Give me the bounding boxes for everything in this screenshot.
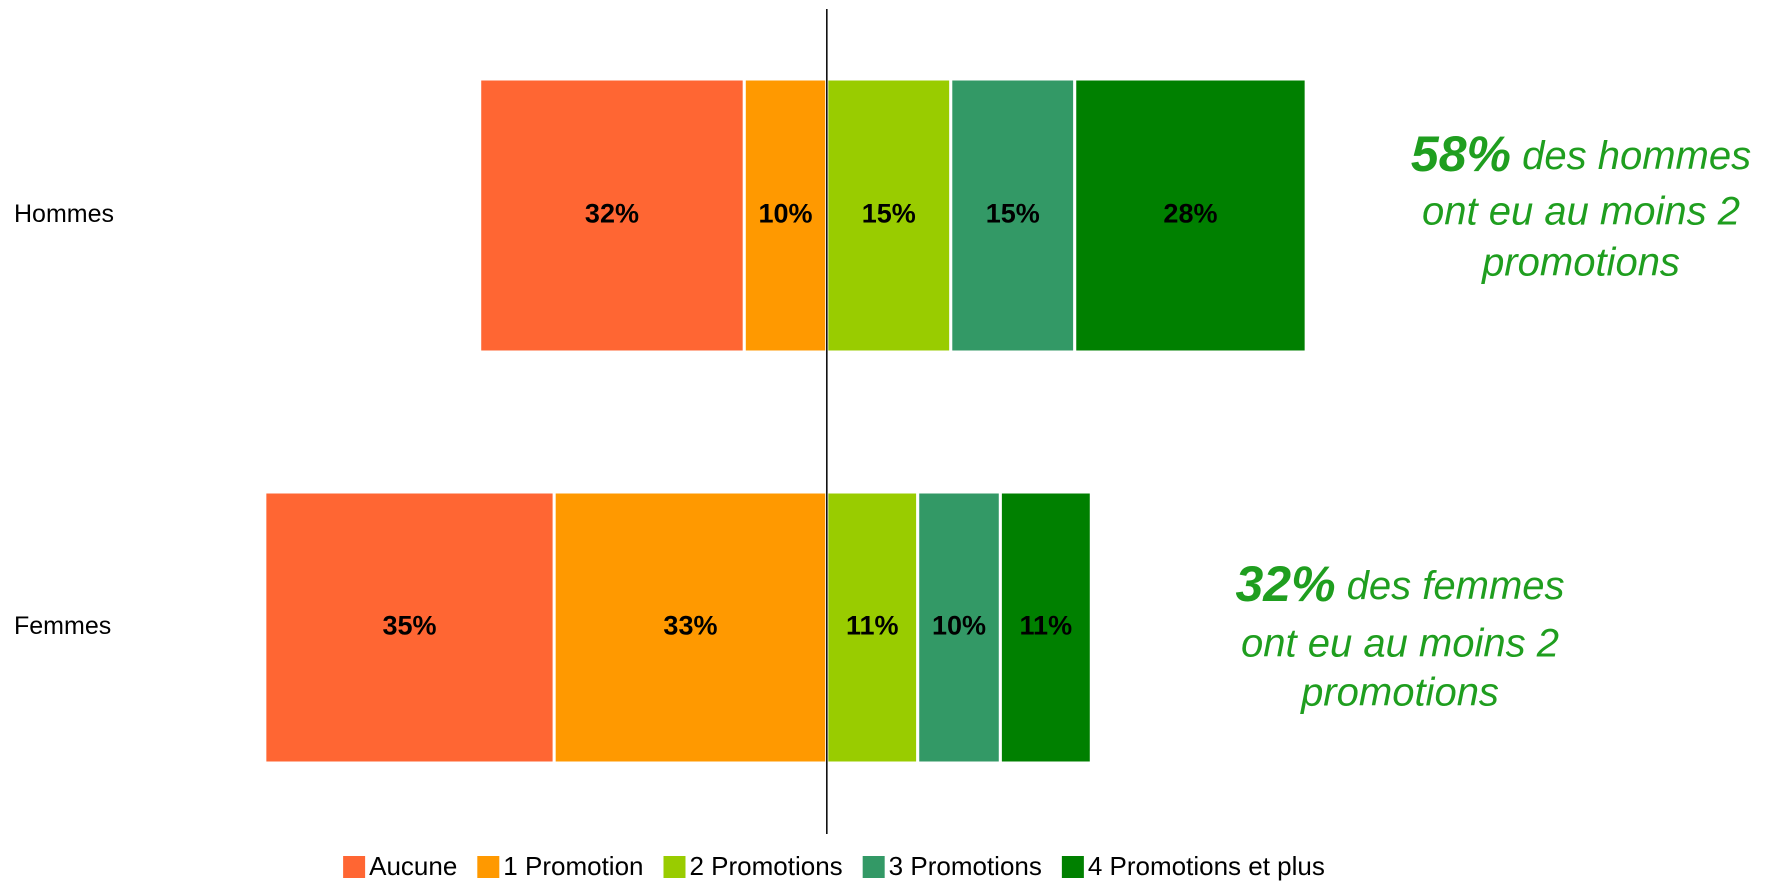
bar-segment: [263, 490, 556, 765]
data-label: 15%: [986, 199, 1040, 229]
legend-label: 4 Promotions et plus: [1088, 851, 1325, 881]
data-label: 33%: [663, 611, 717, 641]
annotation-text: promotions: [1300, 671, 1499, 715]
annotation-text: des hommes: [1522, 134, 1751, 178]
legend-label: 2 Promotions: [689, 851, 842, 881]
bar-segment: [998, 490, 1093, 765]
annotation-highlight: 32%: [1235, 556, 1335, 612]
annotation-text: ont eu au moins 2: [1241, 622, 1559, 666]
annotation: 58% des hommes: [1411, 126, 1751, 182]
data-label: 10%: [932, 611, 986, 641]
annotation: 32% des femmes: [1235, 556, 1564, 612]
legend-label: 3 Promotions: [889, 851, 1042, 881]
legend-label: 1 Promotion: [503, 851, 643, 881]
legend-swatch: [862, 856, 885, 878]
legend-swatch: [1061, 856, 1084, 878]
annotation-text: des femmes: [1347, 564, 1565, 608]
annotation-highlight: 58%: [1411, 126, 1511, 182]
data-label: 35%: [382, 611, 436, 641]
category-label: Hommes: [14, 200, 114, 228]
legend-label: Aucune: [369, 851, 457, 881]
bar-segment: [552, 490, 829, 765]
bar-segment: [825, 77, 953, 354]
data-label: 11%: [846, 611, 899, 641]
category-label: Femmes: [14, 612, 111, 640]
bar-segment: [1073, 77, 1308, 354]
data-label: 32%: [585, 199, 639, 229]
data-label: 11%: [1020, 611, 1073, 641]
legend-swatch: [343, 856, 366, 878]
data-label: 28%: [1163, 199, 1217, 229]
bar-segment: [478, 77, 746, 354]
annotation-text: promotions: [1481, 241, 1680, 285]
bar-segment: [742, 77, 829, 354]
legend-swatch: [663, 856, 686, 878]
legend: Aucune 1 Promotion 2 Promotions 3 Promotion…: [343, 851, 1325, 881]
bar-segment: [916, 490, 1002, 765]
data-label: 15%: [862, 199, 916, 229]
legend-swatch: [477, 856, 500, 878]
annotation-text: ont eu au moins 2: [1422, 190, 1740, 234]
data-label: 10%: [758, 199, 812, 229]
